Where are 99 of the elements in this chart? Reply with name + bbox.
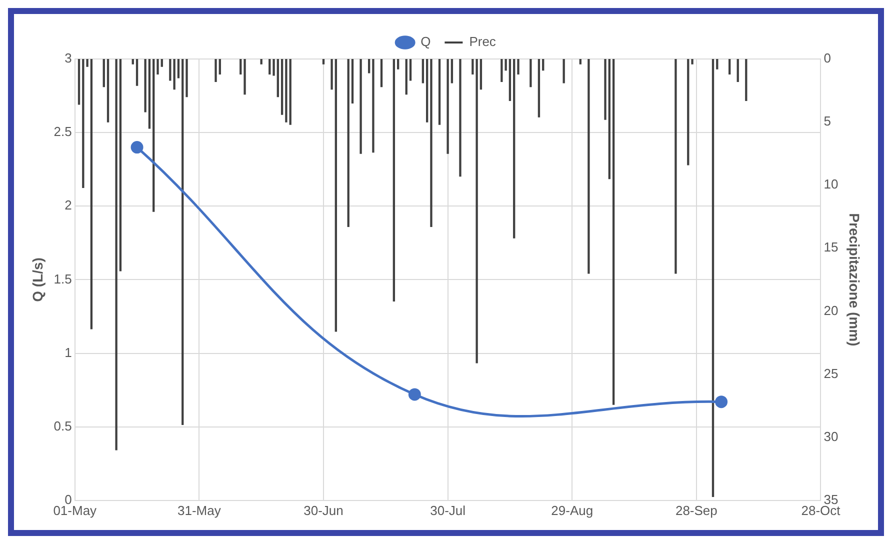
bar xyxy=(186,59,188,98)
legend-label: Prec xyxy=(469,34,496,50)
bar xyxy=(244,59,246,95)
bar xyxy=(160,59,163,67)
bar xyxy=(500,59,503,82)
y-tick-label: 0.5 xyxy=(54,418,72,434)
y-axis-title: Q (L/s) xyxy=(29,258,46,302)
bar xyxy=(268,59,271,74)
bar xyxy=(218,59,221,74)
point xyxy=(130,141,144,154)
bar xyxy=(173,59,176,90)
bar xyxy=(409,59,412,81)
bar xyxy=(289,59,292,125)
bar xyxy=(132,59,134,64)
bar xyxy=(240,59,242,74)
bar xyxy=(372,59,374,153)
bar xyxy=(330,59,333,90)
bar xyxy=(152,59,155,212)
bar xyxy=(260,59,262,64)
legend-label: Q xyxy=(420,34,431,50)
point xyxy=(715,396,728,408)
x-tick-label: 29-Aug xyxy=(551,502,594,518)
bar xyxy=(177,59,180,78)
bar xyxy=(397,59,400,70)
bar xyxy=(422,59,424,84)
bar xyxy=(728,59,731,74)
bar xyxy=(119,59,122,272)
bar xyxy=(102,59,105,88)
y2-tick-label: 20 xyxy=(824,302,838,318)
bar xyxy=(285,59,288,122)
y2-tick-label: 30 xyxy=(824,428,838,444)
bar xyxy=(351,59,354,104)
y2-tick-label: 10 xyxy=(824,176,838,192)
bar xyxy=(115,59,118,450)
x-tick-label: 31-May xyxy=(178,502,222,518)
bar xyxy=(604,59,606,120)
bar xyxy=(450,59,454,84)
y2-tick-label: 25 xyxy=(824,366,838,381)
bar xyxy=(86,59,88,67)
bar xyxy=(392,59,396,302)
bar xyxy=(538,59,540,118)
bar xyxy=(380,59,383,88)
y-tick-label: 1.5 xyxy=(54,271,72,286)
bar xyxy=(106,59,110,122)
bar xyxy=(438,59,441,125)
y-tick-label: 2 xyxy=(64,198,72,213)
bar xyxy=(459,59,462,177)
x-tick-label: 28-Sep xyxy=(675,502,718,518)
bar xyxy=(736,59,739,82)
bar xyxy=(517,59,520,74)
bar xyxy=(712,59,714,497)
y2-tick-label: 15 xyxy=(824,240,838,255)
bar xyxy=(446,59,449,154)
bar xyxy=(691,59,694,64)
bar xyxy=(588,59,590,274)
y-tick-label: 1 xyxy=(64,344,72,360)
bar xyxy=(562,59,565,84)
bar xyxy=(426,59,428,122)
y-tick-label: 2.5 xyxy=(54,124,72,140)
bar xyxy=(276,59,279,98)
bar xyxy=(272,59,275,76)
y2-tick-label: 5 xyxy=(824,114,831,129)
bar xyxy=(608,59,610,180)
bar xyxy=(513,59,516,238)
bar xyxy=(322,59,325,64)
bar xyxy=(430,59,432,228)
bar xyxy=(78,59,80,105)
bar xyxy=(405,59,408,95)
bar xyxy=(508,59,512,101)
bar xyxy=(156,59,159,74)
bar xyxy=(148,59,151,129)
bar xyxy=(612,59,615,405)
y2-tick-label: 0 xyxy=(824,50,831,66)
y-tick-label: 3 xyxy=(64,50,72,66)
bar xyxy=(144,59,146,112)
bar xyxy=(745,59,748,101)
bar xyxy=(476,59,478,364)
point xyxy=(408,388,421,401)
bar xyxy=(347,59,350,228)
bar xyxy=(360,59,362,154)
x-tick-label: 30-Jun xyxy=(304,502,344,518)
bar xyxy=(368,59,370,74)
y2-axis-title: Precipitazione (mm) xyxy=(846,213,863,346)
bar xyxy=(530,59,532,88)
bar xyxy=(90,59,93,330)
bar xyxy=(136,59,138,86)
bar xyxy=(480,59,482,90)
bar xyxy=(280,59,284,115)
bar xyxy=(716,59,718,70)
bar xyxy=(674,59,677,274)
bar xyxy=(334,59,338,332)
bar xyxy=(472,59,474,74)
bar xyxy=(182,59,184,426)
bar xyxy=(542,59,544,71)
bar xyxy=(687,59,690,166)
bar xyxy=(214,59,217,82)
x-tick-label: 30-Jul xyxy=(430,502,466,518)
bar xyxy=(579,59,582,64)
bar xyxy=(82,59,84,188)
